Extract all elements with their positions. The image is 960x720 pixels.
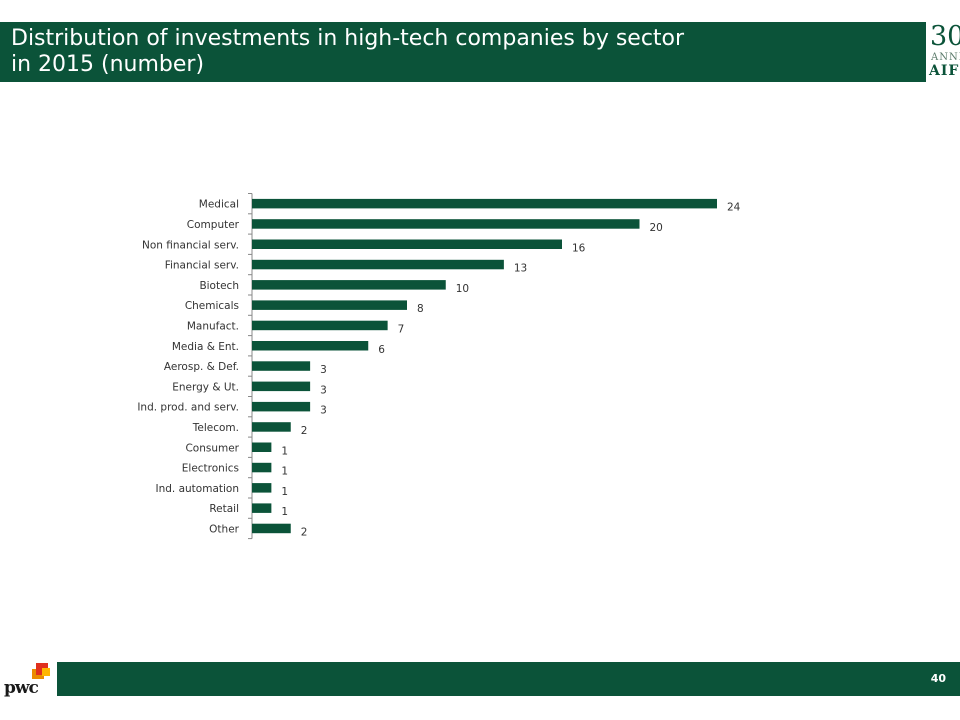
bar: [252, 280, 446, 290]
category-label: Energy & Ut.: [172, 381, 239, 393]
value-label: 3: [320, 384, 327, 396]
page-title-line-2: in 2015 (number): [11, 52, 205, 77]
category-label: Consumer: [185, 442, 239, 454]
value-label: 2: [301, 526, 308, 538]
page-title: Distribution of investments in high-tech…: [11, 26, 771, 78]
aifi-logo-number: 30: [930, 22, 960, 52]
bar: [252, 219, 640, 229]
category-label: Chemicals: [185, 300, 239, 312]
aifi-logo-sub: ANNI: [931, 52, 960, 63]
category-label: Retail: [209, 503, 239, 515]
bar: [252, 320, 388, 331]
value-label: 13: [514, 263, 527, 275]
category-label: Financial serv.: [165, 260, 239, 272]
category-label: Other: [209, 523, 239, 535]
value-label: 1: [281, 445, 288, 457]
pwc-logo-block-yellow: [42, 668, 50, 676]
aifi-logo-name: AIFI: [929, 63, 960, 79]
category-label: Manufact.: [187, 320, 239, 332]
category-label: Medical: [199, 199, 239, 211]
value-label: 24: [727, 202, 741, 214]
bar: [252, 442, 272, 452]
bar: [252, 198, 717, 209]
category-label: Biotech: [199, 280, 239, 292]
value-label: 3: [320, 364, 327, 376]
category-label: Ind. prod. and serv.: [137, 402, 239, 414]
bar: [252, 341, 369, 351]
bar: [252, 300, 407, 310]
value-label: 6: [378, 344, 385, 356]
value-label: 1: [281, 506, 288, 518]
page-number: 40: [930, 672, 946, 685]
bar: [252, 503, 272, 513]
footer-bar: 40: [57, 662, 960, 696]
category-label: Aerosp. & Def.: [164, 361, 239, 373]
category-label: Telecom.: [192, 422, 239, 434]
pwc-logo: pwc: [4, 660, 56, 700]
category-label: Media & Ent.: [172, 341, 239, 353]
value-label: 3: [320, 405, 327, 417]
value-label: 8: [417, 303, 424, 315]
value-label: 2: [301, 425, 308, 437]
bar: [252, 523, 291, 534]
aifi-logo: 30 ANNI AIFI: [928, 22, 960, 82]
value-label: 10: [456, 283, 469, 295]
bar: [252, 483, 272, 493]
category-label: Non financial serv.: [142, 239, 239, 251]
value-label: 7: [398, 323, 405, 335]
value-label: 1: [281, 466, 288, 478]
value-label: 16: [572, 242, 586, 254]
value-label: 20: [650, 222, 663, 234]
value-label: 1: [281, 486, 288, 498]
bar: [252, 401, 311, 412]
category-label: Computer: [187, 219, 240, 231]
title-bar: Distribution of investments in high-tech…: [0, 22, 926, 82]
category-label: Electronics: [182, 463, 239, 475]
pwc-logo-text: pwc: [4, 678, 39, 698]
bar: [252, 381, 311, 392]
bar: [252, 462, 272, 473]
bar: [252, 239, 562, 249]
bar: [252, 422, 291, 432]
bar: [252, 361, 311, 371]
page-title-line-1: Distribution of investments in high-tech…: [11, 26, 685, 51]
bar: [252, 259, 504, 270]
category-label: Ind. automation: [156, 483, 240, 495]
